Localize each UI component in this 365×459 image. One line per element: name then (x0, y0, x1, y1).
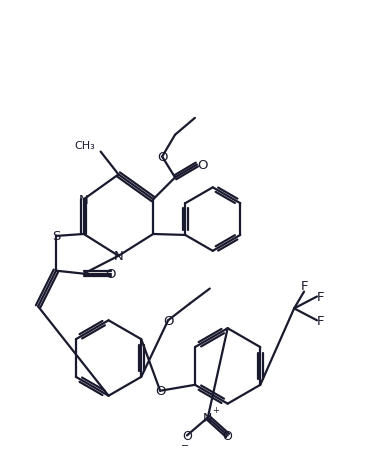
Text: F: F (317, 291, 324, 303)
Text: −: − (181, 441, 189, 450)
Text: O: O (105, 268, 116, 280)
Text: F: F (317, 314, 324, 327)
Text: F: F (300, 279, 308, 292)
Text: N: N (203, 411, 212, 424)
Text: S: S (52, 230, 60, 243)
Text: O: O (182, 429, 192, 442)
Text: O: O (157, 151, 168, 164)
Text: N: N (114, 250, 123, 263)
Text: O: O (163, 314, 173, 327)
Text: O: O (197, 159, 207, 172)
Text: CH₃: CH₃ (74, 140, 95, 150)
Text: O: O (223, 429, 233, 442)
Text: N: N (79, 193, 89, 206)
Text: +: + (212, 405, 219, 414)
Text: O: O (155, 385, 165, 397)
